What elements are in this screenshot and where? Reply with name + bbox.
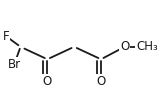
Text: Br: Br <box>8 58 21 71</box>
Text: O: O <box>120 40 129 53</box>
Text: O: O <box>96 75 106 88</box>
Text: F: F <box>3 30 10 43</box>
Text: CH₃: CH₃ <box>136 40 158 53</box>
Text: O: O <box>43 75 52 88</box>
